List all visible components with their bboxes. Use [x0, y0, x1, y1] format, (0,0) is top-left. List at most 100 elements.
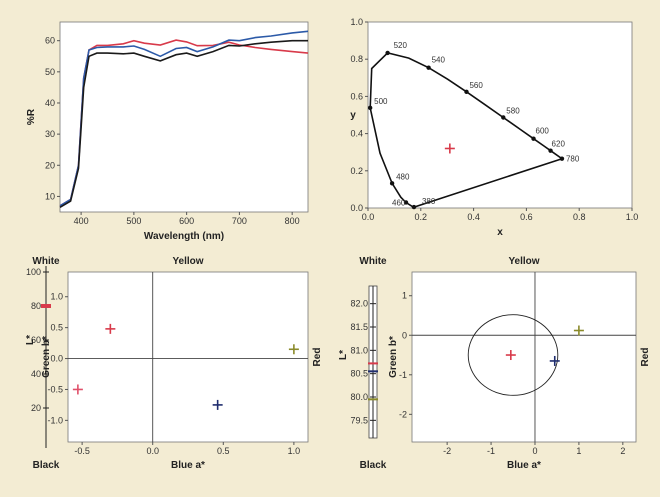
lab-chart-2-x-tick: -2 — [443, 446, 451, 456]
reflectance-x-tick: 400 — [74, 216, 89, 226]
lab-chart-1-y-tick: -0.5 — [47, 384, 63, 394]
lab-chart-2-lstar-label: L* — [338, 350, 349, 360]
lab-chart-2-x-tick: 1 — [576, 446, 581, 456]
lab-chart-1-top-label: Yellow — [172, 256, 203, 267]
lab-chart-2-y-tick: 0 — [402, 330, 407, 340]
locus-point-600 — [531, 136, 536, 141]
lab-chart-1-x-tick: 1.0 — [288, 446, 301, 456]
lab-chart-1-lstar-tick: 60 — [31, 335, 41, 345]
reflectance-y-tick: 60 — [45, 36, 55, 46]
lab-chart-1-x-tick: 0.5 — [217, 446, 230, 456]
locus-point-780 — [559, 156, 565, 161]
lab-chart-1-black-label: Black — [33, 460, 60, 471]
lab-chart-1-chart: -0.5 0.0 0.5 1.0 1.0 0.5 0.0 -0.5 -1.0 Yellow Blue… — [25, 256, 323, 471]
locus-point-460 — [403, 200, 409, 205]
locus-label-540: 540 — [432, 56, 446, 65]
locus-point-580 — [501, 115, 506, 120]
reflectance-y-tick: 50 — [45, 67, 55, 77]
reflectance-chart: 400 500 600 700 800 10 20 30 40 50 60 Wavelength (n… — [26, 21, 309, 242]
lab-chart-2-point-2 — [573, 325, 584, 336]
lab-chart-2-x-label: Blue a* — [507, 460, 541, 471]
locus-label-620: 620 — [552, 140, 566, 149]
lab-chart-2-black-label: Black — [360, 460, 387, 471]
chromaticity-y-tick: 0.0 — [350, 203, 363, 213]
chromaticity-x-tick: 1.0 — [626, 212, 639, 222]
lab-chart-2-point-1 — [549, 355, 560, 366]
lab-chart-2-x-tick: 2 — [620, 446, 625, 456]
lab-chart-2-y-label: Green b* — [388, 336, 399, 378]
lab-chart-1-y-tick: 0.5 — [50, 323, 63, 333]
lab-chart-2-top-label: Yellow — [508, 256, 539, 267]
locus-label-460: 460 — [392, 198, 406, 207]
lab-chart-2-lstar-tick: 80.0 — [350, 392, 368, 402]
reflectance-series-black — [59, 39, 308, 208]
locus-point-480 — [389, 181, 395, 186]
lab-chart-2-y-tick: -2 — [399, 409, 407, 419]
reflectance-series-blue — [59, 30, 309, 207]
lab-chart-2-right-label: Red — [640, 348, 651, 367]
lab-chart-2-white-label: White — [359, 256, 387, 267]
lab-chart-1-point-0 — [105, 323, 116, 334]
locus-label-600: 600 — [536, 127, 550, 136]
chromaticity-chart: 0.0 0.2 0.4 0.6 0.8 1.0 0.0 0.2 0.4 0.6 0.8 1.0 380 4… — [350, 17, 638, 238]
locus-point-500 — [367, 105, 373, 111]
lab-chart-2-point-0 — [505, 350, 516, 361]
lab-chart-2-chart: -2 -1 0 1 2 1 0 -1 -2 Yellow Blue a* Green b* Red Whi… — [338, 256, 651, 471]
lab-chart-2-lstar-tick: 81.0 — [350, 345, 368, 355]
chromaticity-y-tick: 1.0 — [350, 17, 363, 27]
reflectance-y-tick: 20 — [45, 160, 55, 170]
chromaticity-x-tick: 0.6 — [520, 212, 533, 222]
lab-chart-2-lstar-tick: 79.5 — [350, 415, 368, 425]
lab-chart-1-lstar-label: L* — [25, 335, 36, 345]
lab-chart-1-point-3 — [288, 344, 299, 355]
chromaticity-x-tick: 0.2 — [415, 212, 428, 222]
lab-chart-2-y-tick: 1 — [402, 291, 407, 301]
lab-chart-2-lstar-tick: 81.5 — [350, 322, 368, 332]
reflectance-y-tick: 30 — [45, 129, 55, 139]
lab-chart-1-y-tick: 1.0 — [50, 292, 63, 302]
lab-chart-1-right-label: Red — [312, 348, 323, 367]
lab-chart-1-lstar-tick: 80 — [31, 301, 41, 311]
reflectance-x-tick: 700 — [232, 216, 247, 226]
chromaticity-marker — [444, 143, 455, 154]
lab-chart-1-y-tick: 0.0 — [50, 354, 63, 364]
lab-chart-1-x-label: Blue a* — [171, 460, 205, 471]
reflectance-y-tick: 10 — [45, 191, 55, 201]
lab-chart-2-lstar-tick: 80.5 — [350, 369, 368, 379]
lab-chart-2-tolerance-circle — [467, 314, 559, 396]
reflectance-x-tick: 500 — [126, 216, 141, 226]
locus-label-560: 560 — [469, 81, 483, 90]
chromaticity-y-tick: 0.8 — [350, 54, 363, 64]
lab-chart-2-x-tick: 0 — [532, 446, 537, 456]
locus-label-500: 500 — [374, 97, 388, 106]
chromaticity-y-label: y — [350, 110, 356, 121]
chromaticity-x-label: x — [497, 227, 503, 238]
lab-chart-1-lstar-tick: 100 — [26, 267, 41, 277]
reflectance-plot-area — [59, 21, 309, 213]
locus-label-580: 580 — [506, 106, 520, 115]
chromaticity-x-tick: 0.8 — [573, 212, 586, 222]
chromaticity-y-tick: 0.6 — [350, 91, 363, 101]
lab-chart-1-point-1 — [72, 384, 83, 395]
lab-chart-2-y-tick: -1 — [399, 370, 407, 380]
locus-label-380: 380 — [422, 197, 436, 206]
chromaticity-y-tick: 0.4 — [350, 129, 363, 139]
reflectance-y-label: %R — [26, 108, 37, 125]
lab-chart-1-white-label: White — [32, 256, 60, 267]
lab-chart-2-lstar-tick: 82.0 — [350, 299, 368, 309]
locus-point-380 — [411, 204, 417, 210]
lab-chart-1-plot-area — [67, 271, 309, 443]
lab-chart-1-point-2 — [212, 399, 223, 410]
lab-chart-1-x-tick: 0.0 — [146, 446, 159, 456]
lab-chart-1-y-tick: -1.0 — [47, 415, 63, 425]
lab-chart-2-plot-area — [411, 271, 637, 443]
lab-chart-1-lstar-marker — [41, 304, 51, 308]
chromaticity-y-tick: 0.2 — [350, 166, 363, 176]
chromaticity-x-tick: 0.0 — [362, 212, 375, 222]
reflectance-x-tick: 600 — [179, 216, 194, 226]
locus-point-540 — [426, 65, 431, 70]
locus-point-620 — [548, 148, 553, 153]
locus-label-520: 520 — [394, 41, 408, 50]
lab-chart-2-x-tick: -1 — [487, 446, 495, 456]
